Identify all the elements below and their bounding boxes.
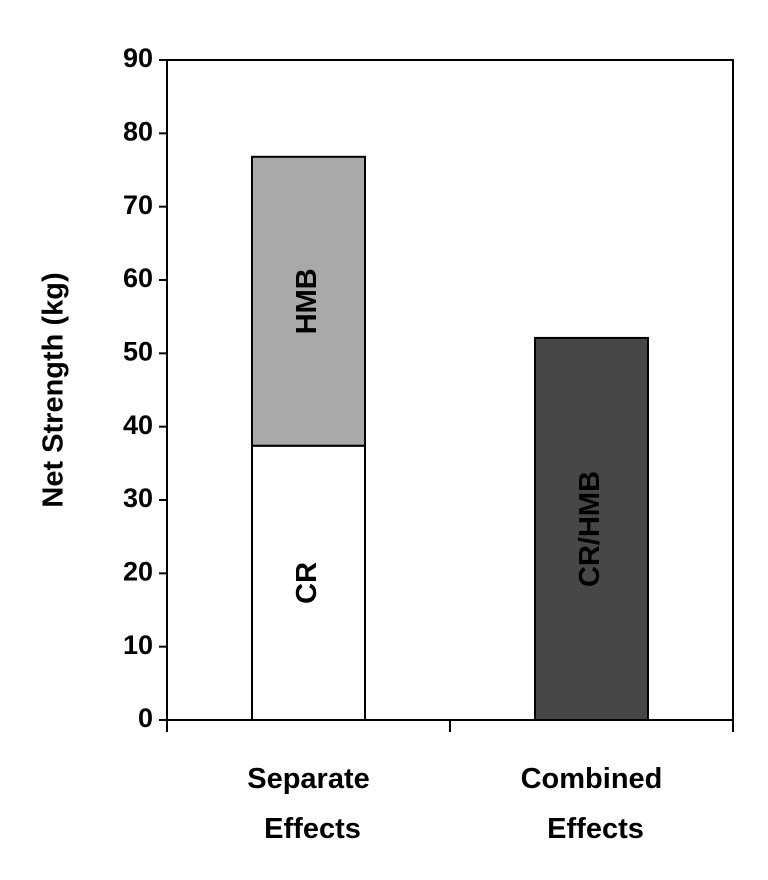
segment-label: CR [291,562,323,604]
bar-segment [534,336,649,721]
y-tick-label: 0 [138,703,153,733]
y-tick-label: 20 [123,556,153,586]
bar-segment [251,444,366,721]
y-tick-label: 50 [123,336,153,366]
segment-label: HMB [291,268,323,334]
y-axis-label: Net Strength (kg) [38,272,70,507]
y-tick-label: 90 [123,43,153,73]
x-tick-label: Separate Effects [247,763,370,845]
segment-label: CR/HMB [574,471,606,587]
y-tick-label: 80 [123,116,153,146]
x-tick-label: Combined Effects [521,763,663,845]
y-tick-label: 30 [123,483,153,513]
y-tick-label: 40 [123,410,153,440]
y-tick-label: 10 [123,630,153,660]
bar-segment [251,155,366,447]
y-tick-label: 70 [123,190,153,220]
y-tick-label: 60 [123,263,153,293]
